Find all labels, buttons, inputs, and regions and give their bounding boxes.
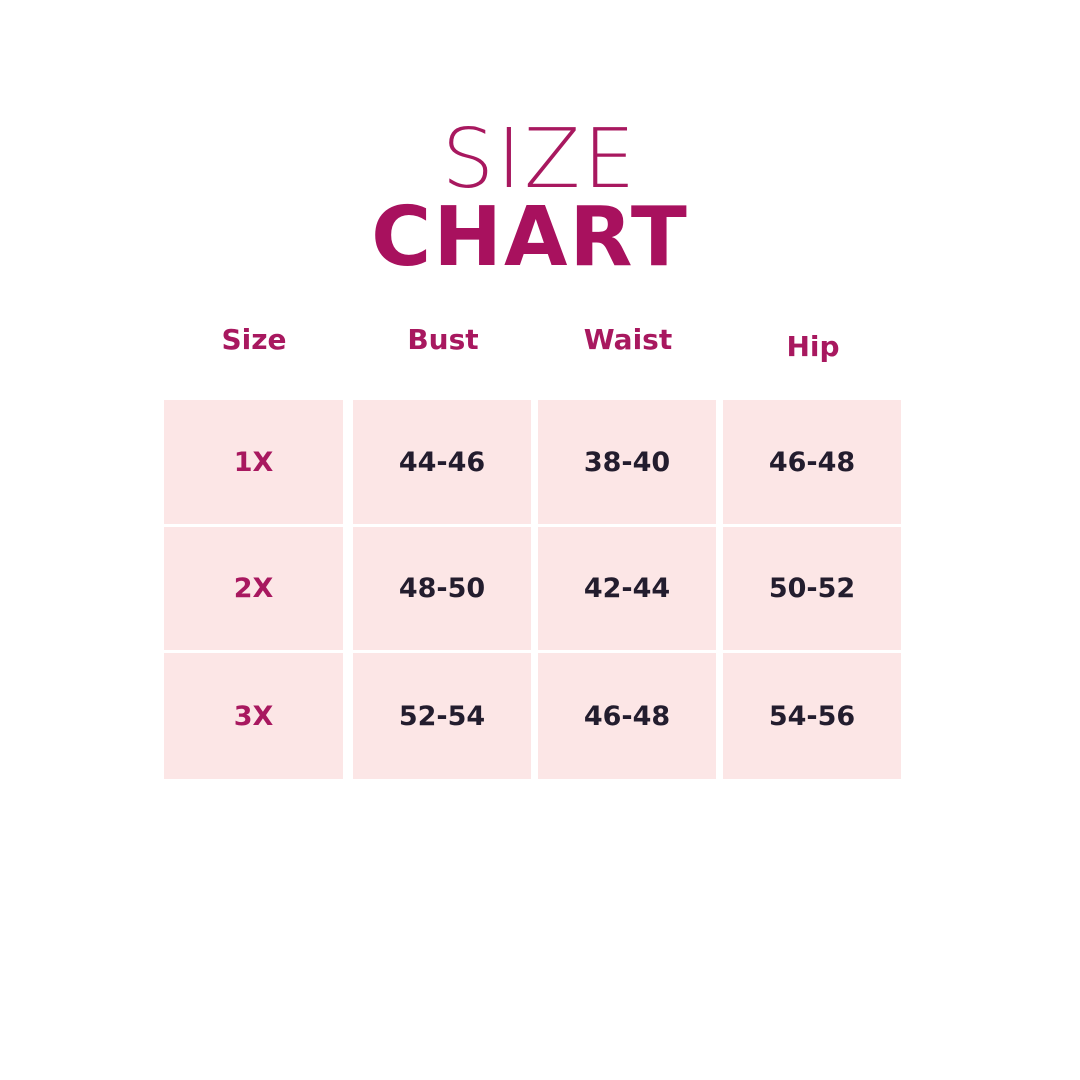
measurement-cell: 50-52 (723, 527, 901, 650)
size-cell: 3X (164, 653, 343, 779)
column-header: Hip (786, 330, 840, 363)
size-cell: 1X (164, 400, 343, 524)
measurement-cell: 44-46 (353, 400, 531, 524)
measurement-cell: 46-48 (723, 400, 901, 524)
measurement-cell: 38-40 (538, 400, 716, 524)
measurement-cell: 48-50 (353, 527, 531, 650)
measurement-cell: 52-54 (353, 653, 531, 779)
size-cell: 2X (164, 527, 343, 650)
measurement-cell: 42-44 (538, 527, 716, 650)
measurement-cell: 54-56 (723, 653, 901, 779)
measurement-cell: 46-48 (538, 653, 716, 779)
column-header: Bust (407, 323, 479, 356)
title-chart: CHART (371, 190, 689, 285)
column-header: Size (221, 323, 287, 356)
title-size: SIZE (441, 112, 639, 207)
column-header: Waist (583, 323, 673, 356)
